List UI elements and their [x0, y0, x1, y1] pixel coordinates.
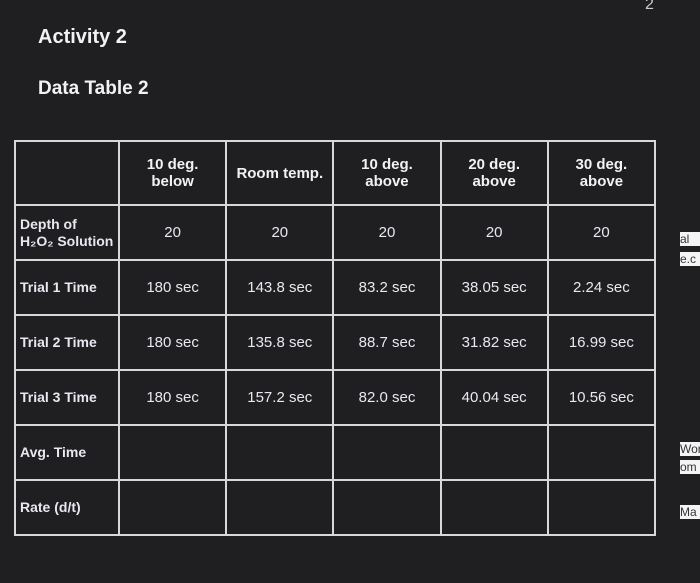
data-table: 10 deg. below Room temp. 10 deg. above 20 d… — [14, 140, 657, 536]
cell: 180 sec — [117, 314, 228, 371]
cell — [332, 424, 442, 481]
cell: 40.04 sec — [439, 369, 549, 426]
cell: 82.0 sec — [332, 369, 442, 426]
cell: 2.24 sec — [546, 259, 657, 316]
cell: 20 — [546, 204, 657, 261]
row-label: Depth of H₂O₂ Solution — [14, 204, 120, 261]
cell: 20 — [332, 204, 442, 261]
cell: 10.56 sec — [546, 369, 657, 426]
column-header: 10 deg. above — [332, 140, 442, 206]
column-header: Room temp. — [225, 140, 335, 206]
table-row: Trial 1 Time 180 sec 143.8 sec 83.2 sec 38.0… — [14, 259, 657, 316]
row-label: Trial 1 Time — [14, 259, 120, 316]
row-label: Trial 2 Time — [14, 314, 120, 371]
table-row: Trial 3 Time 180 sec 157.2 sec 82.0 sec 40.0… — [14, 369, 657, 426]
side-fragment: om — [680, 460, 700, 474]
cell: 143.8 sec — [225, 259, 335, 316]
column-header: 20 deg. above — [439, 140, 549, 206]
column-header: 10 deg. below — [117, 140, 228, 206]
cell: 180 sec — [117, 369, 228, 426]
cell: 88.7 sec — [332, 314, 442, 371]
cell — [439, 424, 549, 481]
cell: 83.2 sec — [332, 259, 442, 316]
title: Activity 2 — [38, 26, 127, 48]
side-fragment: Wor — [680, 442, 700, 456]
cell: 180 sec — [117, 259, 228, 316]
cell: 16.99 sec — [546, 314, 657, 371]
side-fragment: e.c — [680, 252, 700, 266]
cell: 135.8 sec — [225, 314, 335, 371]
cell: 20 — [225, 204, 335, 261]
table-row: Trial 2 Time 180 sec 135.8 sec 88.7 sec 31.8… — [14, 314, 657, 371]
cell — [546, 424, 657, 481]
cell: 20 — [439, 204, 549, 261]
header-row: 10 deg. below Room temp. 10 deg. above 20 d… — [14, 140, 657, 206]
table-row: Avg. Time — [14, 424, 657, 481]
subtitle: Data Table 2 — [38, 78, 149, 99]
cell — [225, 424, 335, 481]
cell — [117, 424, 228, 481]
corner-cell — [14, 140, 120, 206]
cell: 38.05 sec — [439, 259, 549, 316]
cell — [117, 479, 228, 536]
cell — [439, 479, 549, 536]
table-row: Rate (d/t) — [14, 479, 657, 536]
cell: 31.82 sec — [439, 314, 549, 371]
cell — [546, 479, 657, 536]
cell: 20 — [117, 204, 228, 261]
side-fragment: Ma — [680, 505, 700, 519]
cell: 157.2 sec — [225, 369, 335, 426]
page-number: 2 — [645, 0, 654, 13]
row-label: Avg. Time — [14, 424, 120, 481]
row-label: Rate (d/t) — [14, 479, 120, 536]
row-label: Trial 3 Time — [14, 369, 120, 426]
table-row: Depth of H₂O₂ Solution 20 20 20 20 20 — [14, 204, 657, 261]
cell — [332, 479, 442, 536]
cell — [225, 479, 335, 536]
column-header: 30 deg. above — [546, 140, 657, 206]
side-fragment: al — [680, 232, 700, 246]
